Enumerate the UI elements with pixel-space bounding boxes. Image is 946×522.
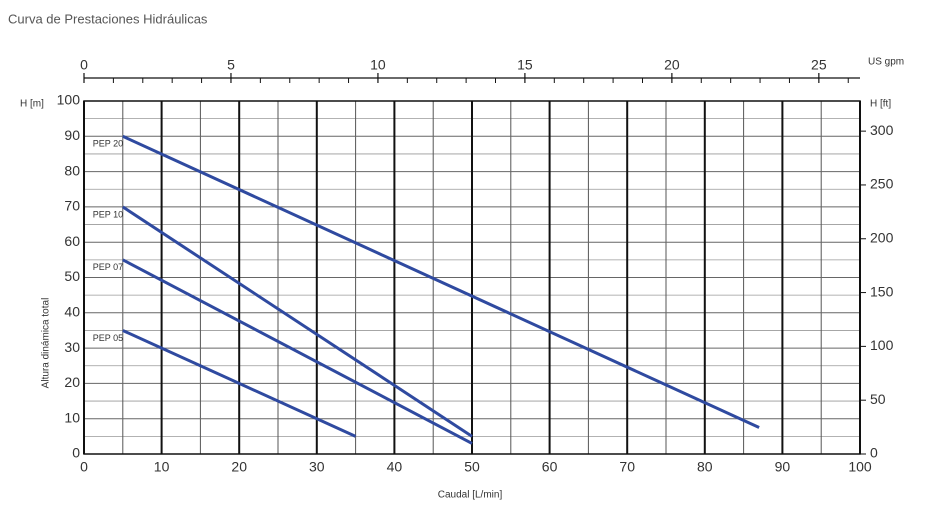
x-tick-label: 70 <box>619 459 635 475</box>
x2-tick-label: 5 <box>227 57 235 73</box>
x2-unit: US gpm <box>868 57 904 68</box>
y-tick-label: 90 <box>64 127 80 143</box>
y2-unit: H [ft] <box>870 99 891 110</box>
y2-tick-label: 200 <box>870 229 894 245</box>
series-line <box>122 329 357 438</box>
y-tick-label: 20 <box>64 374 80 390</box>
x2-tick-label: 25 <box>811 57 827 73</box>
x-tick-label: 100 <box>848 459 872 475</box>
series-line <box>122 258 473 445</box>
x2-tick-label: 15 <box>517 57 533 73</box>
x-tick-label: 90 <box>775 459 791 475</box>
x-axis-label: Caudal [L/min] <box>438 490 503 501</box>
series-label: PEP 10 <box>93 209 123 219</box>
y-tick-label: 50 <box>64 268 80 284</box>
x2-tick-label: 10 <box>370 57 386 73</box>
x-tick-label: 80 <box>697 459 713 475</box>
y2-tick-label: 250 <box>870 176 894 192</box>
x-tick-label: 50 <box>464 459 480 475</box>
y-tick-label: 80 <box>64 162 80 178</box>
y-tick-label: 60 <box>64 233 80 249</box>
y-tick-label: 30 <box>64 339 80 355</box>
y2-tick-label: 0 <box>870 445 878 461</box>
x-tick-label: 0 <box>80 459 88 475</box>
y-tick-label: 0 <box>72 445 80 461</box>
x2-tick-label: 20 <box>664 57 680 73</box>
x-tick-label: 10 <box>154 459 170 475</box>
y-axis-label: Altura dinámica total <box>41 298 52 389</box>
y-tick-label: 10 <box>64 409 80 425</box>
y-tick-label: 100 <box>57 92 81 108</box>
series-label: PEP 20 <box>93 139 123 149</box>
y2-tick-label: 100 <box>870 337 894 353</box>
series-line <box>121 205 473 438</box>
y-unit: H [m] <box>20 99 44 110</box>
y-tick-label: 70 <box>64 198 80 214</box>
series-line <box>122 134 760 429</box>
plot-frame <box>83 100 861 455</box>
x-tick-label: 20 <box>231 459 247 475</box>
series-label: PEP 05 <box>93 333 123 343</box>
y-tick-label: 40 <box>64 304 80 320</box>
x-tick-label: 40 <box>387 459 403 475</box>
x2-tick-label: 0 <box>80 57 88 73</box>
series-label: PEP 07 <box>93 262 123 272</box>
y2-tick-label: 50 <box>870 391 886 407</box>
y2-tick-label: 150 <box>870 283 894 299</box>
chart-title: Curva de Prestaciones Hidráulicas <box>8 11 208 26</box>
x-tick-label: 60 <box>542 459 558 475</box>
x-tick-label: 30 <box>309 459 325 475</box>
y2-tick-label: 300 <box>870 122 894 138</box>
